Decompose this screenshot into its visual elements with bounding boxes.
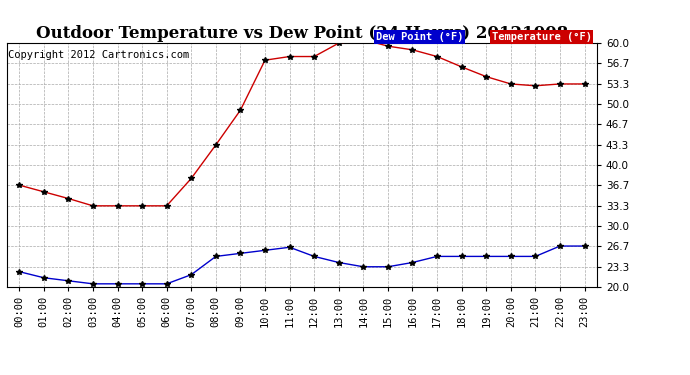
Text: Copyright 2012 Cartronics.com: Copyright 2012 Cartronics.com <box>8 51 189 60</box>
Text: Dew Point (°F): Dew Point (°F) <box>375 32 463 42</box>
Text: Temperature (°F): Temperature (°F) <box>492 32 592 42</box>
Title: Outdoor Temperature vs Dew Point (24 Hours) 20121008: Outdoor Temperature vs Dew Point (24 Hou… <box>36 25 568 42</box>
